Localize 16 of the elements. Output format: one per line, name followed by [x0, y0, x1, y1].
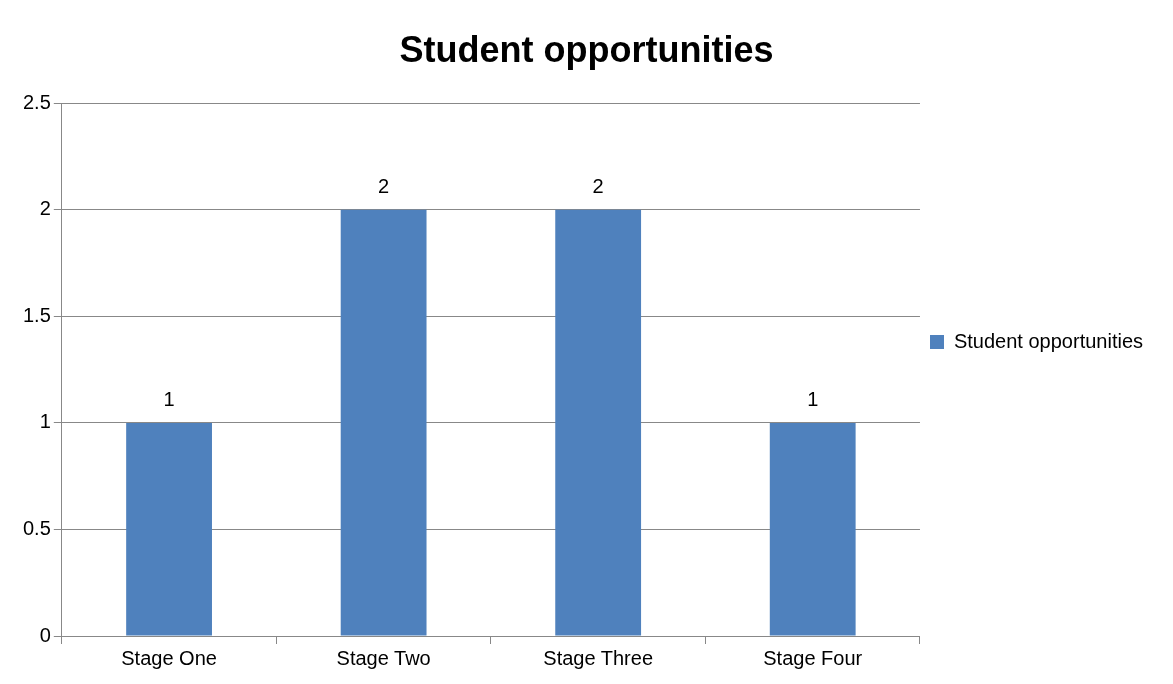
- data-label: 2: [378, 175, 390, 198]
- y-tick-label: 0: [39, 623, 51, 646]
- data-label: 1: [163, 388, 175, 411]
- x-tick-label: Stage Three: [543, 646, 654, 669]
- data-label: 1: [807, 388, 819, 411]
- y-tick-label: 2: [39, 197, 51, 220]
- y-tick-label: 1.5: [22, 303, 51, 326]
- y-tick-label: 2.5: [22, 90, 51, 113]
- x-tick-label: Stage One: [121, 646, 217, 669]
- data-label: 2: [592, 175, 604, 198]
- legend-label: Student opportunities: [953, 329, 1144, 352]
- x-tick-label: Stage Four: [763, 646, 863, 669]
- x-tick-label: Stage Two: [336, 646, 431, 669]
- y-tick-label: 1: [39, 410, 51, 433]
- y-tick-label: 0.5: [22, 516, 51, 539]
- chart-title: Student opportunities: [399, 28, 774, 70]
